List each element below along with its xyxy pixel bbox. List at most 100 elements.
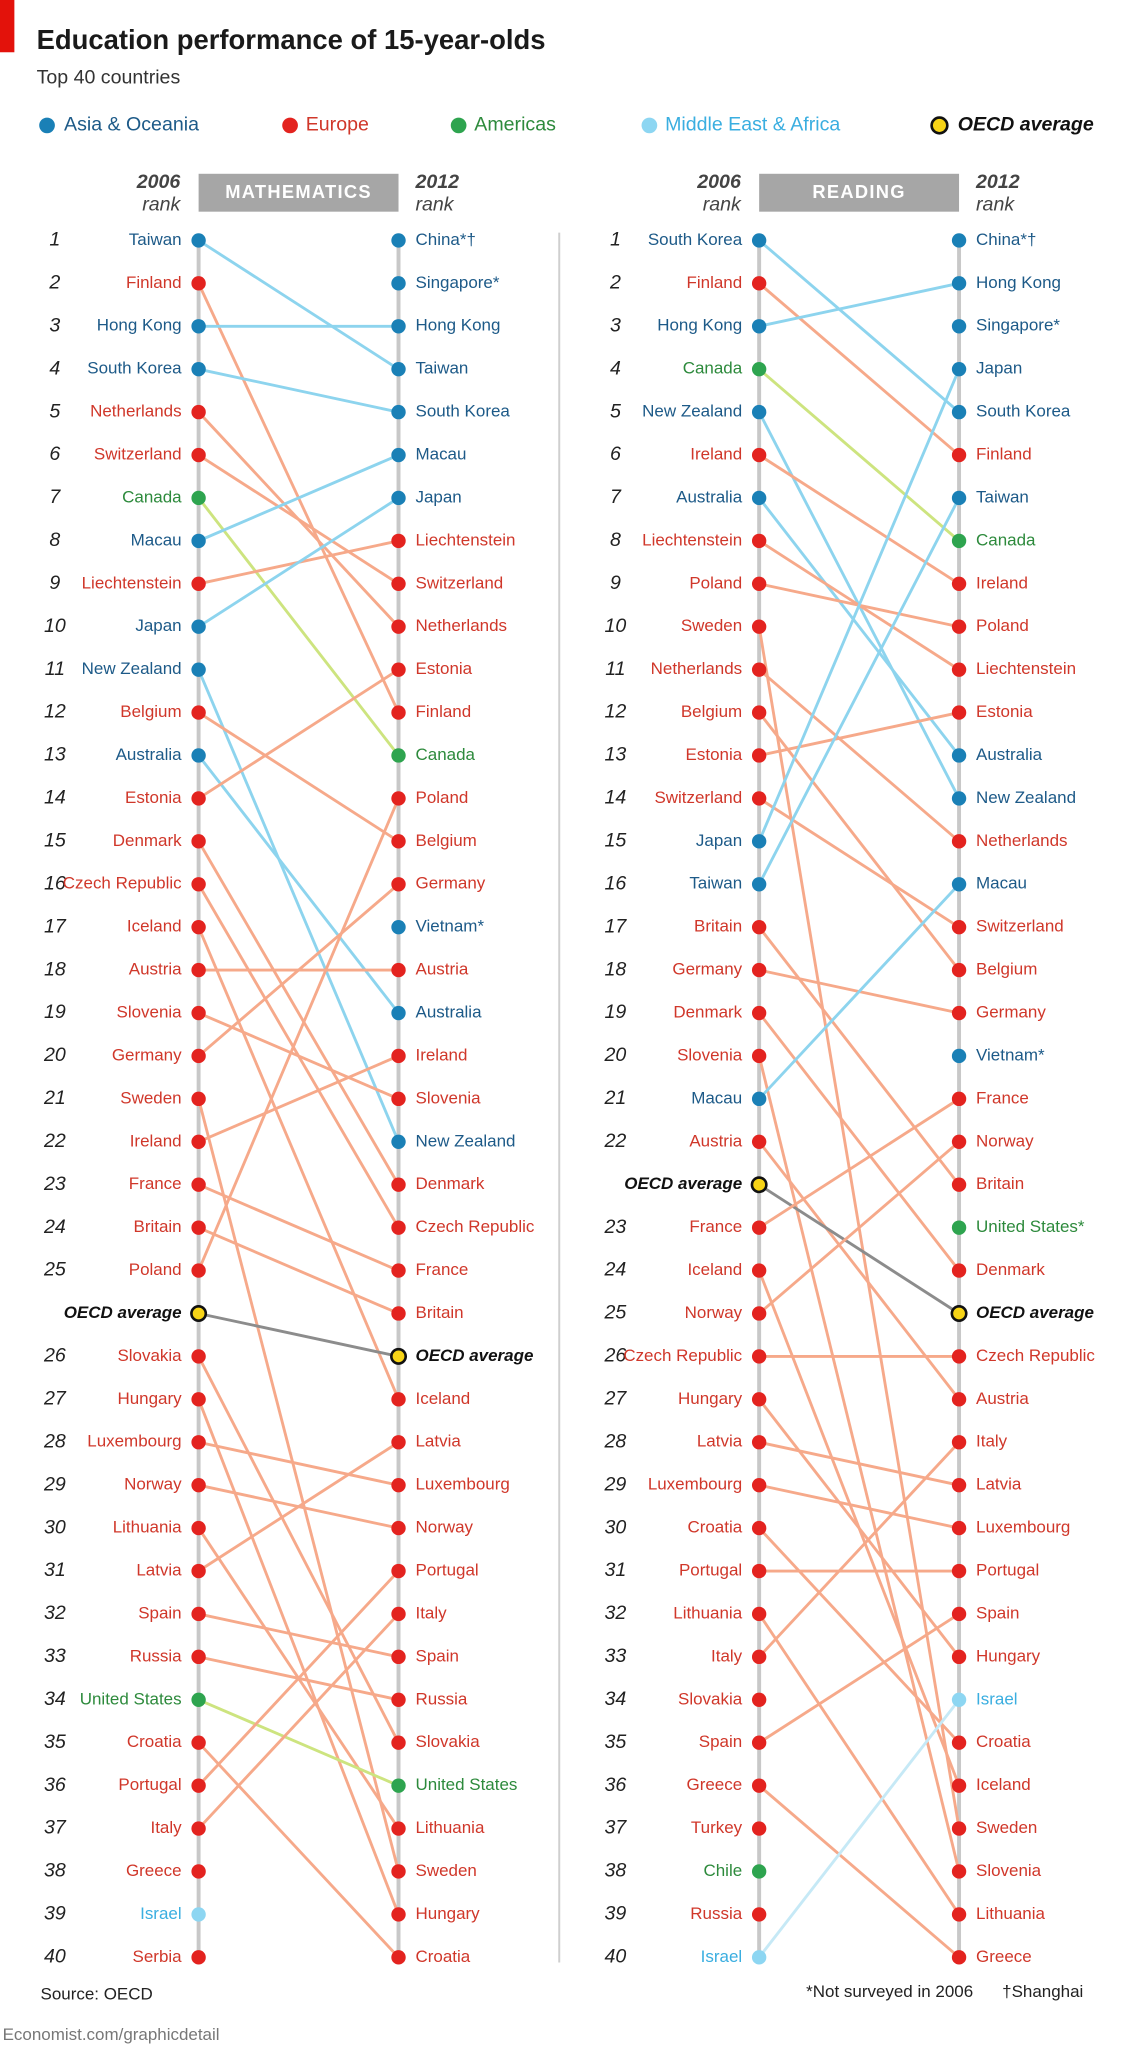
dot [190,1304,208,1322]
dot [951,1349,967,1364]
country-label: Italy [416,1603,448,1622]
dot [751,1864,767,1879]
country-label: Liechtenstein [416,530,516,549]
dot [191,1005,206,1021]
dot [391,490,406,506]
dot [191,1220,206,1235]
country-label: Russia [130,1646,182,1665]
dot [751,705,767,720]
connector [198,1612,399,1659]
legend-dot [450,117,467,134]
connector [198,1011,400,1101]
rank: 1 [49,229,60,251]
url: Economist.com/graphicdetail [3,2025,220,2044]
rank: 13 [605,744,627,766]
dot [951,1477,967,1493]
country-label: Vietnam* [976,1045,1045,1064]
country-label: Norway [685,1303,743,1322]
dot [191,919,206,935]
country-label: Serbia [133,1947,183,1966]
connector [198,453,400,543]
dot [391,748,406,763]
dot [191,705,206,720]
country-label: Czech Republic [63,874,182,893]
dot [391,1177,406,1192]
country-label: Vietnam* [416,917,485,936]
country-label: Norway [976,1131,1034,1150]
rank: 11 [45,658,65,680]
country-label: Hungary [678,1389,743,1408]
dot [391,1392,406,1407]
rank: 34 [605,1688,627,1710]
dot [191,404,206,420]
connector [757,497,961,885]
rank: 20 [43,1044,66,1066]
dot [391,919,406,935]
country-label: OECD average [624,1174,742,1193]
dot [391,1907,406,1922]
country-label: Taiwan [416,359,469,378]
dot [751,662,767,677]
rank: 8 [49,529,60,551]
rank: 32 [44,1602,66,1624]
country-label: Japan [135,616,181,635]
dot [391,1864,406,1879]
dot [391,1005,406,1021]
country-label: Iceland [687,1260,742,1279]
dot [391,1263,406,1278]
rank: 34 [44,1688,66,1710]
rank: 30 [44,1516,66,1538]
dot [951,705,967,720]
rank: 38 [605,1860,627,1882]
country-label: Sweden [120,1088,181,1107]
country-label: Poland [976,616,1029,635]
country-label: OECD average [64,1303,182,1322]
dot [391,1048,406,1064]
country-label: South Korea [648,230,743,249]
connector [758,1612,960,1744]
dot [191,1435,206,1450]
rank: 3 [49,314,60,336]
country-label: Estonia [976,702,1033,721]
rank: 24 [604,1259,627,1281]
dot [391,1692,406,1707]
dot [391,662,406,677]
connector [758,1140,960,1315]
dot [191,877,206,892]
country-label: Switzerland [416,573,504,592]
dot [751,1005,767,1021]
country-label: Czech Republic [416,1217,535,1236]
rank: 7 [610,486,622,508]
dot [951,447,967,463]
country-label: Macau [976,874,1027,893]
connector [758,497,961,757]
country-label: Britain [694,917,742,936]
dot [391,834,406,849]
rank: 35 [605,1731,627,1753]
country-label: Germany [672,960,742,979]
dot [951,1864,967,1879]
dot [191,533,206,549]
country-label: Hong Kong [657,316,742,335]
dot [191,319,206,334]
rank: 19 [44,1001,66,1023]
dot [191,1649,206,1665]
dot [191,1134,206,1149]
dot [751,919,767,935]
country-label: Greece [126,1861,182,1880]
legend-dot [641,117,658,134]
rank: 13 [44,744,66,766]
country-label: Japan [696,831,742,850]
country-label: Denmark [976,1260,1045,1279]
dot [951,834,967,849]
rank: 14 [44,787,66,809]
country-label: Spain [416,1646,459,1665]
country-label: Denmark [416,1174,485,1193]
country-label: Croatia [127,1732,182,1751]
country-label: Portugal [118,1775,181,1794]
country-label: Norway [416,1518,474,1537]
dot [391,1134,406,1149]
country-label: New Zealand [82,659,182,678]
connector [197,669,400,1143]
